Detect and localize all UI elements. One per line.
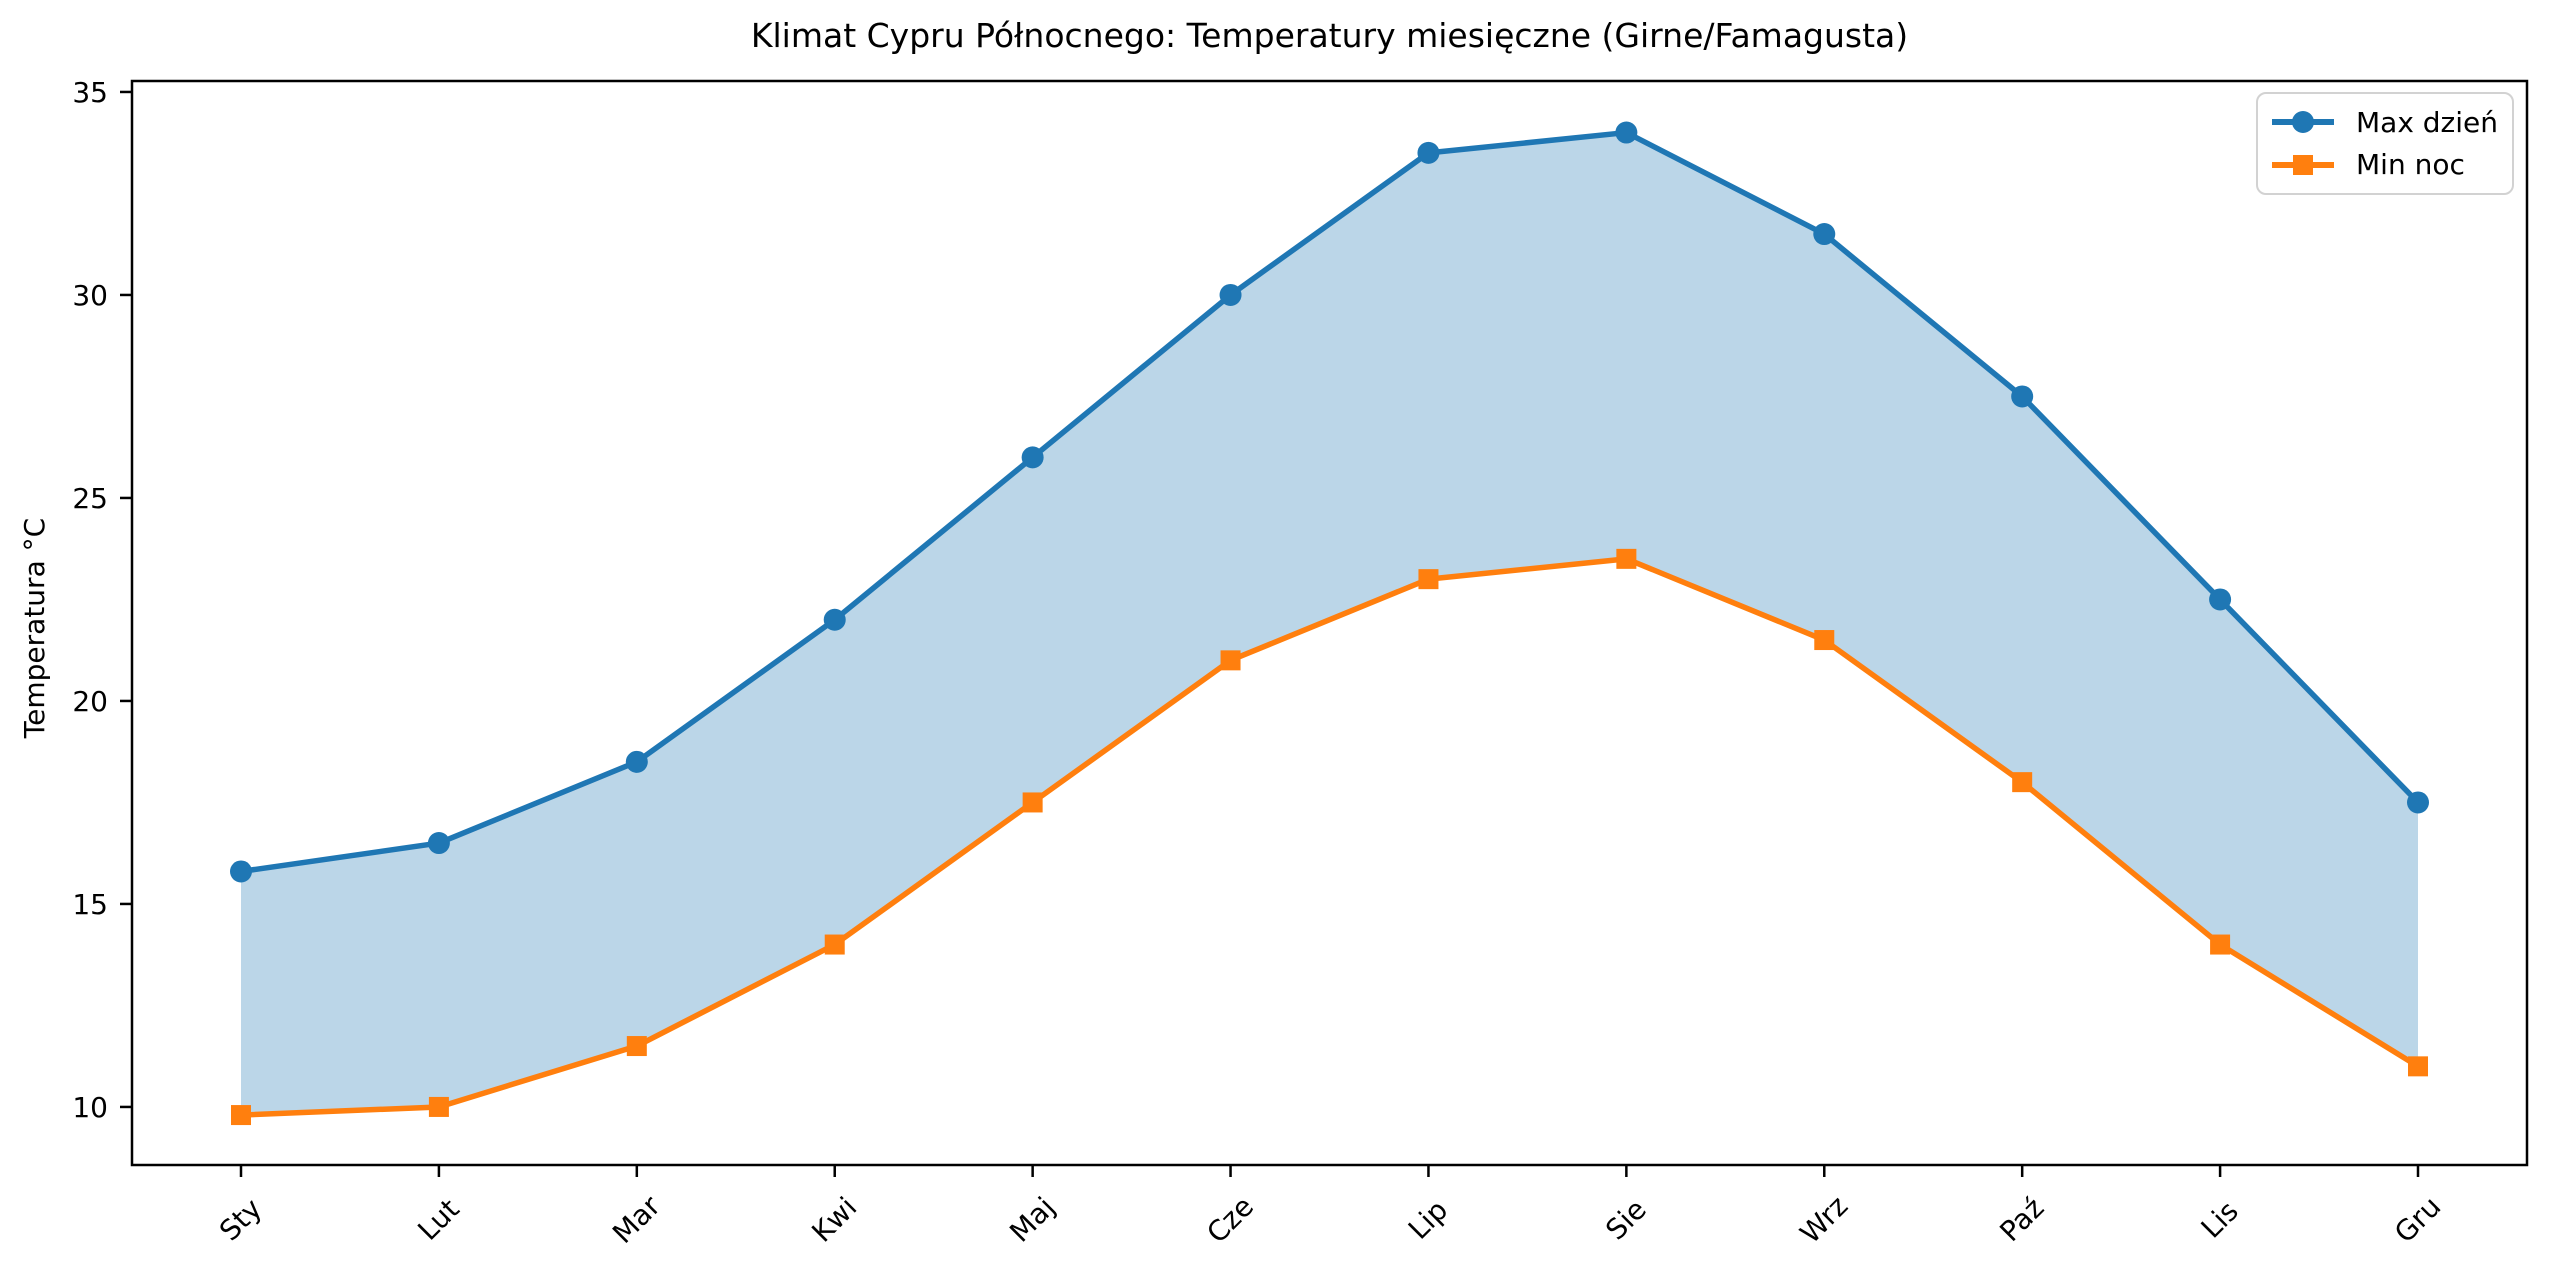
data-point-marker-circle (625, 750, 648, 773)
legend-square-marker-icon (2293, 154, 2313, 175)
y-tick-label: 35 (72, 76, 108, 109)
y-tick-label: 15 (72, 888, 108, 921)
data-point-marker-circle (230, 860, 252, 883)
data-point-marker-square (626, 1036, 647, 1057)
chart-title: Klimat Cypru Północnego: Temperatury mie… (750, 16, 1909, 55)
data-point-marker-circle (1813, 223, 1836, 246)
data-point-marker-square (1814, 630, 1835, 651)
data-point-marker-circle (823, 608, 846, 631)
y-tick-label: 20 (72, 685, 108, 718)
data-point-marker-square (2408, 1056, 2428, 1077)
data-point-marker-square (824, 934, 845, 955)
max-day-line (238, 129, 2421, 875)
x-tick-label: Paź (1993, 1191, 2050, 1248)
x-tick-label: Wrz (1794, 1189, 1855, 1250)
legend-label-min: Min noc (2356, 148, 2465, 182)
y-tick-label: 30 (72, 279, 108, 312)
legend-circle-marker-icon (2292, 111, 2314, 134)
data-point-marker-circle (2407, 791, 2429, 814)
data-point-marker-square (1022, 792, 1043, 813)
y-tick-label: 10 (72, 1091, 108, 1124)
y-axis-label: Temperatura °C (18, 517, 51, 739)
data-point-marker-square (1616, 548, 1637, 569)
x-tick-label: Lip (1402, 1193, 1454, 1245)
data-point-marker-circle (1417, 141, 1440, 164)
data-point-marker-square (231, 1105, 251, 1126)
legend-sample-min (2272, 152, 2334, 178)
x-tick-label: Mar (606, 1189, 667, 1250)
temperature-range-fill-area (241, 132, 2418, 1116)
legend-item-max: Max dzień (2272, 106, 2498, 139)
data-point-marker-square (1418, 569, 1439, 590)
x-tick-label: Lis (2195, 1195, 2245, 1245)
x-tick-label: Maj (1003, 1191, 1061, 1249)
data-point-marker-circle (2209, 588, 2232, 611)
data-point-marker-circle (1615, 121, 1638, 144)
x-tick-label: Kwi (805, 1191, 863, 1249)
min-night-line (238, 556, 2421, 1118)
x-tick-label: Sty (213, 1192, 268, 1247)
data-point-marker-circle (1021, 446, 1044, 469)
legend-sample-max (2272, 109, 2334, 135)
data-point-marker-square (428, 1096, 449, 1117)
x-tick-label: Cze (1200, 1190, 1260, 1250)
x-tick-label: Lut (411, 1192, 465, 1246)
data-point-marker-circle (2011, 385, 2034, 408)
axes-frame (130, 79, 2529, 1167)
y-tick-label: 25 (72, 482, 108, 515)
x-tick-label: Gru (2388, 1190, 2447, 1249)
x-tick-label: Sie (1599, 1193, 1653, 1247)
data-point-marker-circle (1219, 283, 1242, 306)
data-point-marker-square (1220, 650, 1241, 671)
data-point-marker-square (2210, 934, 2231, 955)
legend-label-max: Max dzień (2356, 105, 2499, 139)
data-point-marker-circle (427, 832, 450, 855)
legend-item-min: Min noc (2272, 148, 2498, 181)
legend: Max dzień Min noc (2256, 92, 2514, 195)
data-point-marker-square (2012, 772, 2033, 793)
